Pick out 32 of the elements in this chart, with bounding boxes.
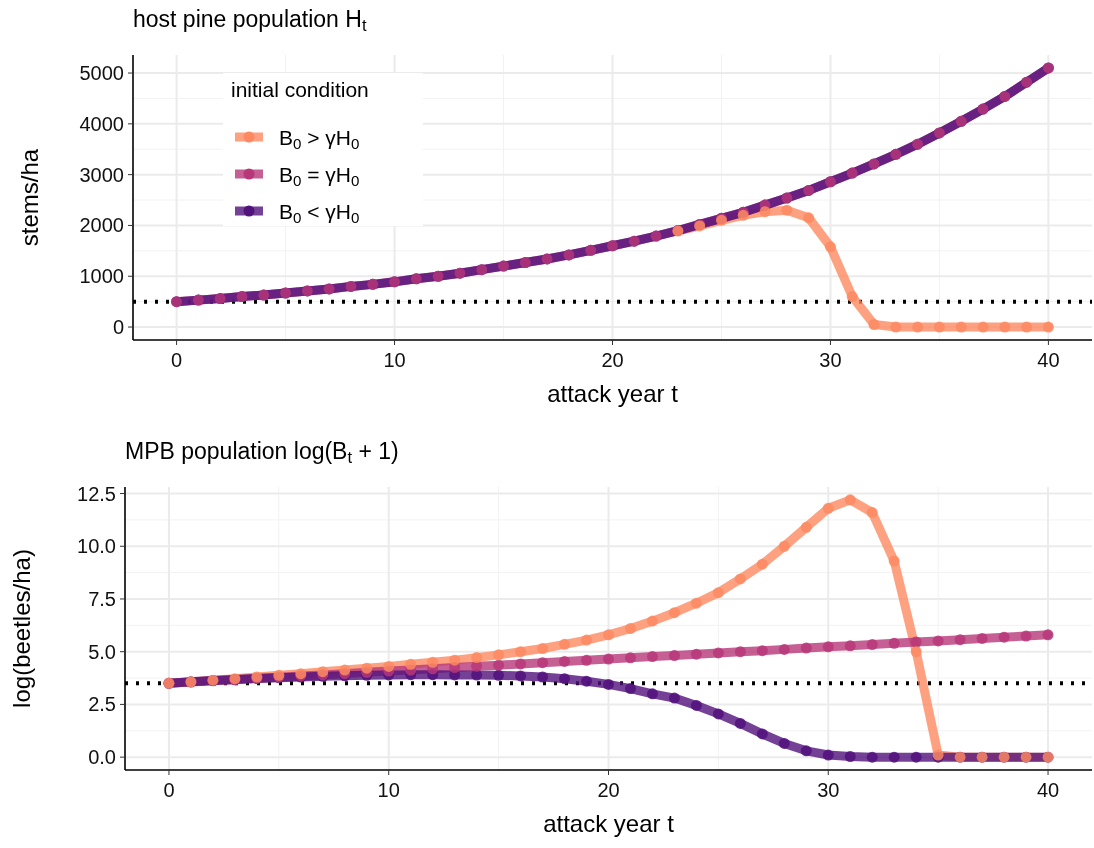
chart-title: host pine population H$_{t}$ <box>133 6 367 36</box>
y-tick-label: 4000 <box>79 112 124 135</box>
x-tick-label: 40 <box>1037 349 1060 371</box>
x-tick-label: 20 <box>597 779 620 801</box>
y-tick-label: 3000 <box>79 163 124 186</box>
x-tick-label: 20 <box>601 349 624 371</box>
x-tick-label: 30 <box>819 349 842 371</box>
y-tick-label: 12.5 <box>77 482 116 505</box>
y-tick-label: 7.5 <box>88 587 116 610</box>
legend-label: B$_{0}$ > γH$_{0}$ <box>279 126 360 152</box>
y-tick-label: 2000 <box>79 214 124 237</box>
y-axis-title: stems/ha <box>16 148 43 247</box>
x-tick-label: 30 <box>817 779 840 801</box>
y-tick-label: 2.5 <box>88 693 116 716</box>
y-tick-label: 5000 <box>79 62 124 85</box>
x-tick-label: 40 <box>1036 779 1060 801</box>
x-tick-label: 10 <box>383 349 406 371</box>
legend-title: initial condition <box>231 78 369 101</box>
x-tick-label: 0 <box>171 349 183 371</box>
x-tick-label: 0 <box>163 779 175 801</box>
chart-title: MPB population log(B$_{t}$ + 1) <box>125 438 399 468</box>
y-tick-label: 1000 <box>79 265 124 288</box>
y-tick-label: 0.0 <box>88 746 116 769</box>
y-tick-label: 0 <box>112 316 124 339</box>
x-axis-title: attack year t <box>547 380 679 407</box>
y-axis-title: log(beetles/ha) <box>8 549 35 708</box>
legend-label: B$_{0}$ < γH$_{0}$ <box>279 200 360 226</box>
x-axis-title: attack year t <box>543 810 675 837</box>
x-tick-label: 10 <box>377 779 400 801</box>
y-tick-label: 10.0 <box>77 535 116 558</box>
legend-label: B$_{0}$ = γH$_{0}$ <box>279 163 360 189</box>
y-tick-label: 5.0 <box>88 640 116 663</box>
